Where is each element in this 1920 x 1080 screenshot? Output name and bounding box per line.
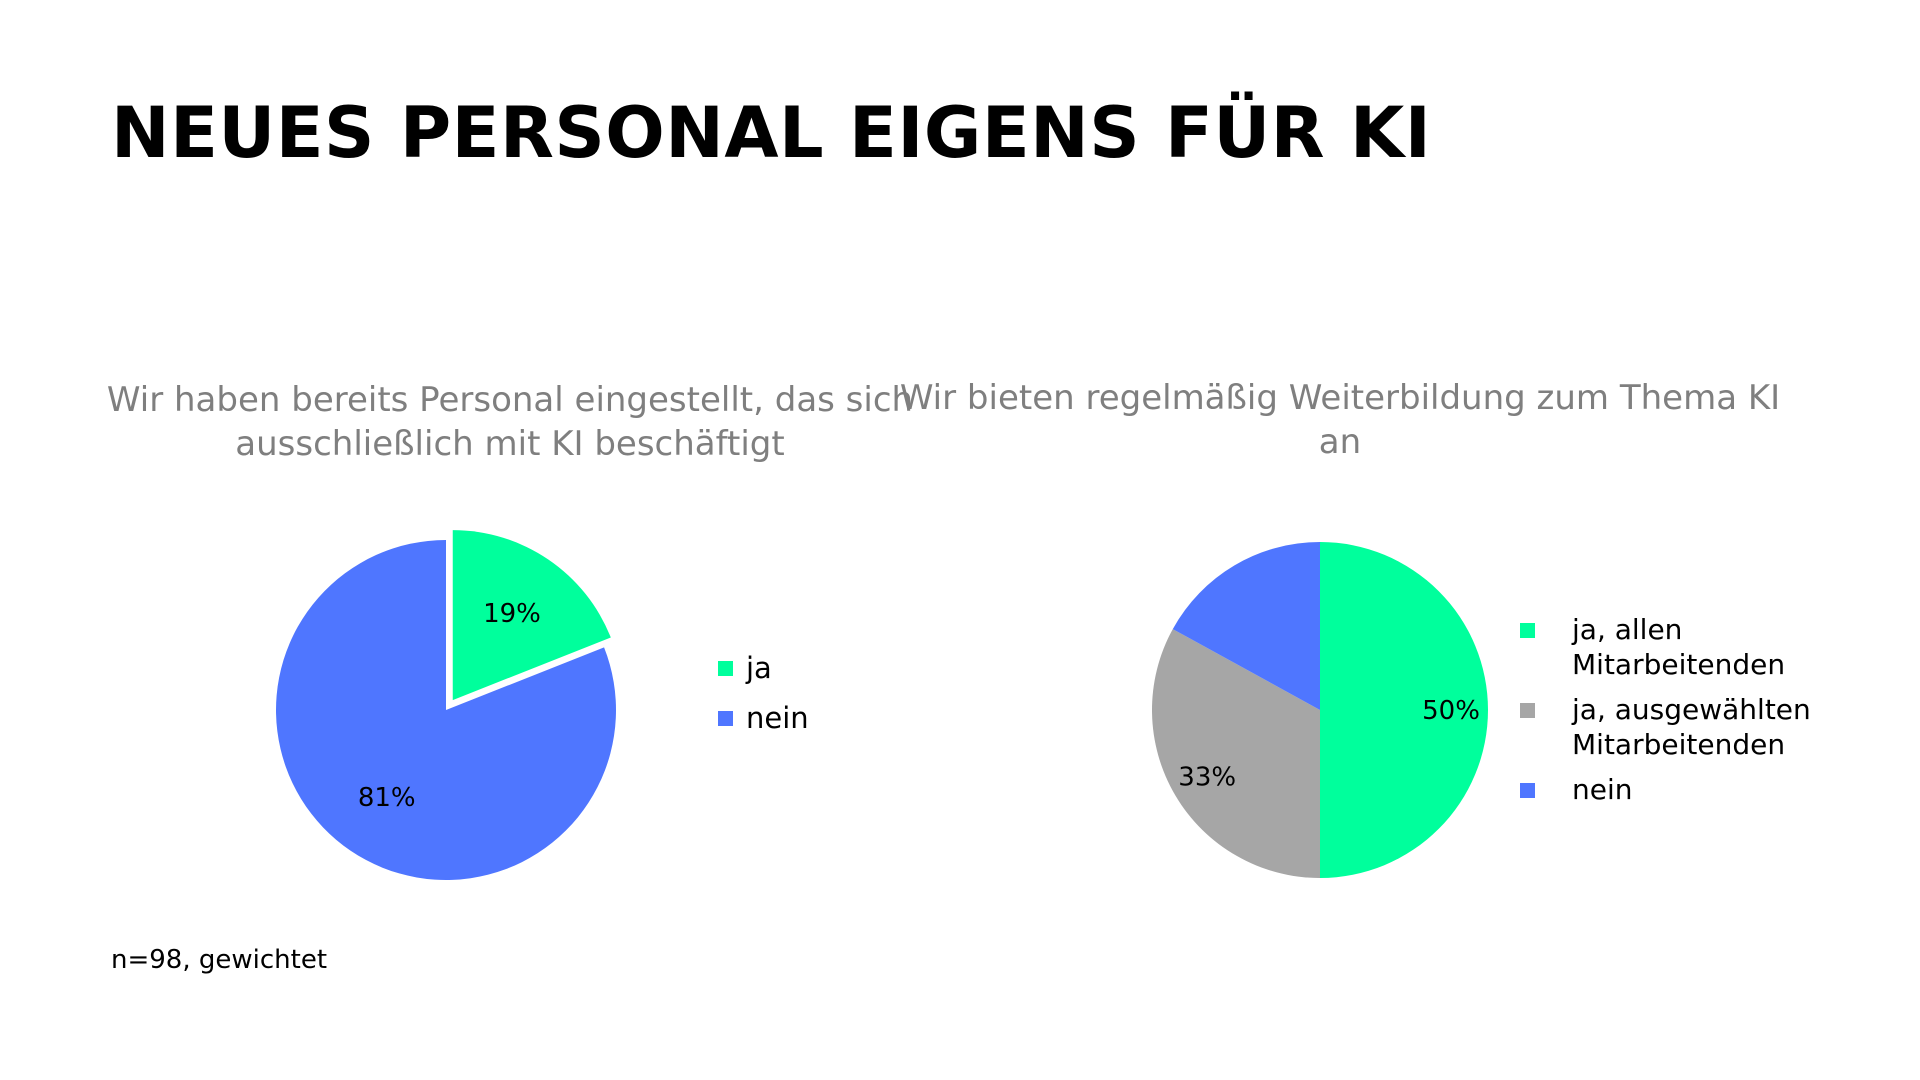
pie-2-slice-ja-allen-mitarbeitenden	[1320, 542, 1488, 878]
pie-2-data-label-ja-allen-mitarbeitenden: 50%	[1422, 696, 1480, 726]
pie-1-data-label-ja: 19%	[483, 599, 541, 629]
footnote: n=98, gewichtet	[111, 945, 328, 975]
legend-2-label-nein: nein	[1572, 773, 1633, 806]
page-title: NEUES PERSONAL EIGENS FÜR KI	[111, 92, 1432, 174]
legend-2-swatch-nein	[1520, 783, 1535, 798]
legend-1-label-nein: nein	[746, 701, 809, 735]
pie-1-slice-ja	[452, 530, 611, 701]
legend-2-label-ja-allen-mitarbeitenden: ja, allen Mitarbeitenden	[1572, 613, 1786, 681]
chart-2-legend: ja, allen Mitarbeitenden ja, ausgewählten…	[1520, 612, 1840, 812]
chart-2-title: Wir bieten regelmäßig Weiterbildung zum …	[899, 378, 1781, 462]
legend-2-swatch-ja-allen-mitarbeitenden	[1520, 623, 1535, 638]
chart-1-legend: ja nein	[718, 650, 918, 750]
pie-1-data-label-nein: 81%	[358, 783, 416, 813]
pie-2-slice-ja-ausgew-hlten-mitarbeitenden	[1152, 629, 1320, 878]
chart-1-title: Wir haben bereits Personal eingestellt, …	[106, 380, 914, 464]
pie-chart-1: 19% 81%	[276, 530, 616, 880]
pie-1-slice-nein	[276, 540, 616, 880]
legend-2-label-ja-ausgew-hlten-mitarbeitenden: ja, ausgewählten Mitarbeitenden	[1572, 693, 1811, 761]
legend-1-label-ja: ja	[746, 651, 772, 685]
legend-1-swatch-nein	[718, 711, 733, 726]
pie-chart-2: 50% 33%	[1152, 542, 1488, 878]
legend-1-swatch-ja	[718, 661, 733, 676]
pie-2-slice-nein	[1172, 542, 1320, 710]
pie-2-data-label-ja-ausgew-hlten-mitarbeitenden: 33%	[1178, 763, 1236, 793]
legend-2-swatch-ja-ausgew-hlten-mitarbeitenden	[1520, 703, 1535, 718]
